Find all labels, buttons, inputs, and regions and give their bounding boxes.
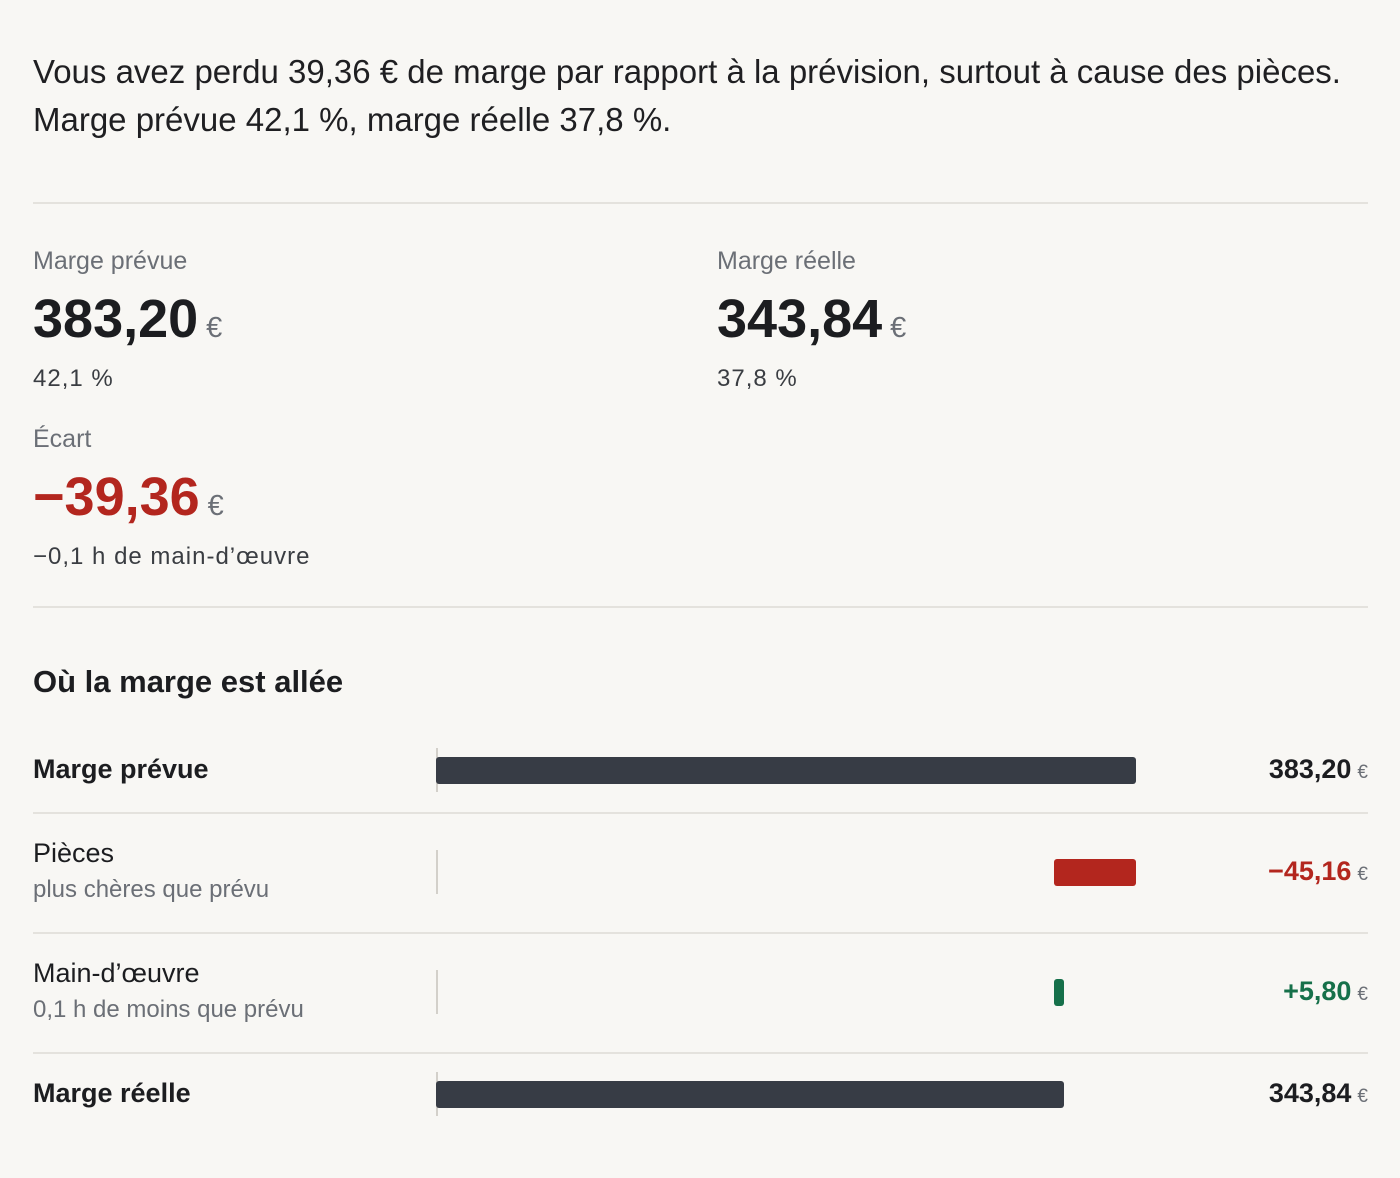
chart-value-label: +5,80 € [1283, 976, 1368, 1007]
chart-category-label: Marge réelle [33, 1078, 191, 1108]
currency-symbol: € [206, 312, 223, 344]
currency-symbol: € [1357, 984, 1368, 1005]
chart-category-label: Pièces [33, 838, 115, 868]
metric-variance-value: −39,36 € [33, 466, 310, 537]
currency-symbol: € [890, 312, 907, 344]
metric-planned-value: 383,20 € [33, 288, 222, 359]
chart-value-amount: −45,16 [1268, 856, 1352, 886]
metric-variance-amount: −39,36 [33, 467, 200, 527]
metric-actual-margin: Marge réelle 343,84 € 37,8 % [717, 246, 906, 393]
chart-category-note: 0,1 h de moins que prévu [33, 996, 304, 1023]
metric-planned-amount: 383,20 [33, 289, 199, 349]
divider [33, 202, 1368, 204]
chart-bar [1053, 859, 1136, 886]
summary-text: Vous avez perdu 39,36 € de marge par rap… [33, 53, 1341, 138]
chart-bar [436, 757, 1136, 784]
currency-symbol: € [207, 490, 224, 522]
breakdown-title: Où la marge est allée [33, 664, 344, 699]
chart-row: Marge réelle 343,84 € [33, 1054, 1368, 1136]
chart-row: Marge prévue 383,20 € [33, 730, 1368, 814]
currency-symbol: € [1357, 864, 1368, 885]
chart-value-label: 343,84 € [1269, 1078, 1368, 1109]
chart-row: Main-d’œuvre 0,1 h de moins que prévu +5,8… [33, 934, 1368, 1054]
chart-bar [436, 1081, 1065, 1108]
chart-baseline [436, 970, 438, 1014]
chart-value-label: 383,20 € [1269, 754, 1368, 785]
metric-planned-label: Marge prévue [33, 247, 188, 275]
metric-actual-percent: 37,8 % [717, 365, 798, 392]
metric-planned-margin: Marge prévue 383,20 € 42,1 % [33, 246, 222, 393]
chart-value-amount: 383,20 [1268, 754, 1352, 784]
chart-category-note: plus chères que prévu [33, 876, 270, 903]
divider [33, 606, 1368, 608]
chart-value-label: −45,16 € [1268, 856, 1368, 887]
metric-actual-label: Marge réelle [717, 247, 856, 275]
chart-category-label: Main-d’œuvre [33, 958, 200, 988]
metric-variance-labor: −0,1 h de main-d’œuvre [33, 543, 311, 570]
chart-row: Pièces plus chères que prévu −45,16 € [33, 814, 1368, 934]
chart-bar [1053, 979, 1065, 1006]
chart-value-amount: 343,84 [1268, 1078, 1352, 1108]
currency-symbol: € [1357, 1086, 1368, 1107]
chart-category-label: Marge prévue [33, 754, 209, 784]
metric-actual-amount: 343,84 [717, 289, 883, 349]
currency-symbol: € [1357, 762, 1368, 783]
chart-baseline [436, 850, 438, 894]
metric-planned-percent: 42,1 % [33, 365, 114, 392]
chart-value-amount: +5,80 [1283, 976, 1352, 1006]
metric-actual-value: 343,84 € [717, 288, 906, 359]
metric-variance: Écart −39,36 € −0,1 h de main-d’œuvre [33, 424, 310, 571]
waterfall-chart: Marge prévue 383,20 € Pièces plus chères que… [33, 730, 1368, 1136]
metric-variance-label: Écart [33, 425, 92, 453]
